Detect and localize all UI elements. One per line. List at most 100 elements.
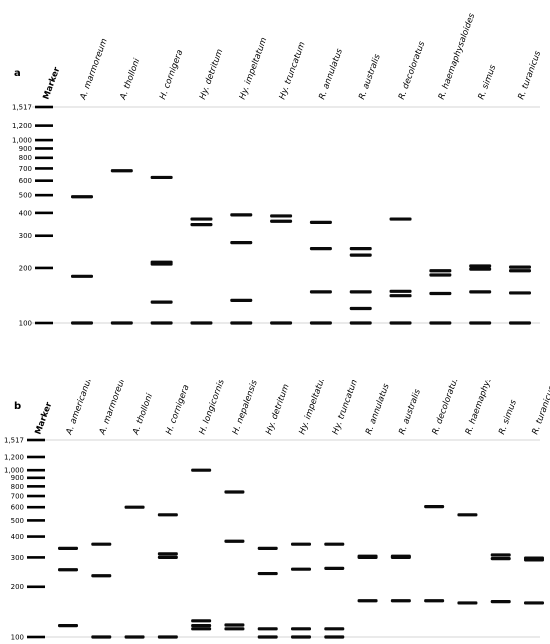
- dna-band: [324, 627, 345, 631]
- dna-band: [224, 623, 245, 627]
- marker-band: [35, 124, 53, 127]
- dna-band: [429, 269, 452, 273]
- dna-band: [257, 635, 278, 639]
- marker-tick-label: 300: [11, 554, 24, 562]
- lane-label: R. annulatus: [364, 382, 392, 436]
- marker-band: [35, 321, 53, 325]
- dna-band: [190, 217, 213, 221]
- marker-lane-label: Marker: [41, 65, 62, 101]
- marker-tick-label: 900: [11, 474, 24, 482]
- dna-band: [150, 321, 173, 325]
- dna-band: [469, 264, 492, 268]
- dna-band: [191, 468, 212, 472]
- dna-band: [324, 635, 345, 639]
- dna-band: [309, 321, 332, 325]
- dna-band: [257, 571, 278, 576]
- marker-tick-label: 100: [19, 319, 32, 327]
- dna-band: [457, 601, 478, 605]
- dna-band: [457, 513, 478, 517]
- marker-band: [27, 494, 45, 498]
- lane-label: Hy. truncatum: [278, 41, 308, 101]
- dna-band: [191, 624, 212, 628]
- marker-band: [27, 476, 45, 480]
- marker-tick-label: 1,200: [4, 453, 24, 461]
- lane-label: R. annulatus: [317, 47, 345, 101]
- dna-band: [429, 273, 452, 277]
- lane-label: R. turanicus: [530, 384, 550, 436]
- dna-band: [349, 290, 372, 294]
- dna-band: [309, 290, 332, 294]
- dna-band: [224, 490, 245, 494]
- dna-band: [469, 267, 492, 271]
- dna-band: [91, 635, 112, 639]
- panel-letter: b: [14, 401, 21, 412]
- marker-band: [27, 455, 45, 459]
- dna-band: [490, 557, 511, 561]
- dna-band: [469, 321, 492, 325]
- marker-band: [27, 535, 45, 538]
- dna-band: [230, 213, 253, 217]
- dna-band: [270, 214, 293, 218]
- lane-label: R. simus: [497, 398, 519, 436]
- dna-band: [150, 300, 173, 304]
- dna-band: [309, 220, 332, 224]
- dna-band: [349, 306, 372, 311]
- dna-band: [390, 554, 411, 558]
- dna-band: [357, 599, 378, 603]
- marker-tick-label: 300: [19, 232, 32, 240]
- dna-band: [71, 321, 93, 325]
- dna-band: [429, 321, 452, 325]
- dna-band: [509, 321, 531, 325]
- dna-band: [389, 321, 412, 325]
- dna-band: [224, 539, 245, 543]
- dna-band: [390, 599, 411, 603]
- lane-label: H. nepalensis: [231, 380, 260, 436]
- dna-band: [291, 635, 311, 639]
- marker-tick-label: 900: [19, 145, 32, 153]
- marker-band: [35, 234, 53, 238]
- lane-label: R. australis: [397, 387, 423, 436]
- dna-band: [157, 635, 178, 639]
- dna-band: [324, 542, 345, 546]
- marker-lane-label: Marker: [33, 400, 54, 436]
- marker-tick-label: 400: [19, 209, 32, 217]
- marker-tick-label: 700: [11, 492, 24, 500]
- lane-label: Hy. detritum: [198, 48, 226, 101]
- marker-band: [27, 468, 45, 472]
- marker-band: [27, 505, 45, 509]
- lane-label: R. decoloratus: [397, 40, 428, 101]
- marker-band: [27, 519, 45, 522]
- marker-tick-label: 200: [11, 583, 24, 591]
- marker-band: [27, 438, 45, 442]
- marker-tick-label: 1,200: [12, 122, 32, 130]
- dna-band: [257, 627, 278, 631]
- panel-letter: a: [14, 68, 21, 79]
- lane-label: A. tholloni: [131, 392, 156, 437]
- lane-label: R. simus: [477, 63, 499, 101]
- dna-band: [110, 321, 133, 325]
- marker-band: [27, 485, 45, 488]
- marker-band: [27, 635, 45, 639]
- dna-band: [424, 599, 445, 603]
- lane-label: A. marmoreum: [97, 380, 129, 437]
- dna-band: [191, 619, 212, 623]
- dna-band: [58, 624, 78, 628]
- lane-label: A. tholloni: [118, 57, 143, 102]
- dna-band: [490, 553, 511, 557]
- lane-label: R. haemaphysaloides: [437, 12, 478, 102]
- dna-band: [291, 542, 311, 546]
- dna-band: [490, 600, 511, 604]
- dna-band: [230, 298, 253, 302]
- lane-label: R. decoloratus: [431, 380, 462, 436]
- dna-band: [230, 241, 253, 245]
- lane-label: Hy. impeltatum: [238, 36, 270, 101]
- dna-band: [230, 321, 253, 325]
- dna-band: [349, 247, 372, 251]
- dna-band: [110, 169, 133, 173]
- dna-band: [291, 567, 311, 571]
- marker-tick-label: 500: [19, 192, 32, 200]
- marker-tick-label: 800: [11, 483, 24, 491]
- marker-tick-label: 800: [19, 154, 32, 162]
- marker-band: [35, 105, 53, 109]
- dna-band: [224, 627, 245, 631]
